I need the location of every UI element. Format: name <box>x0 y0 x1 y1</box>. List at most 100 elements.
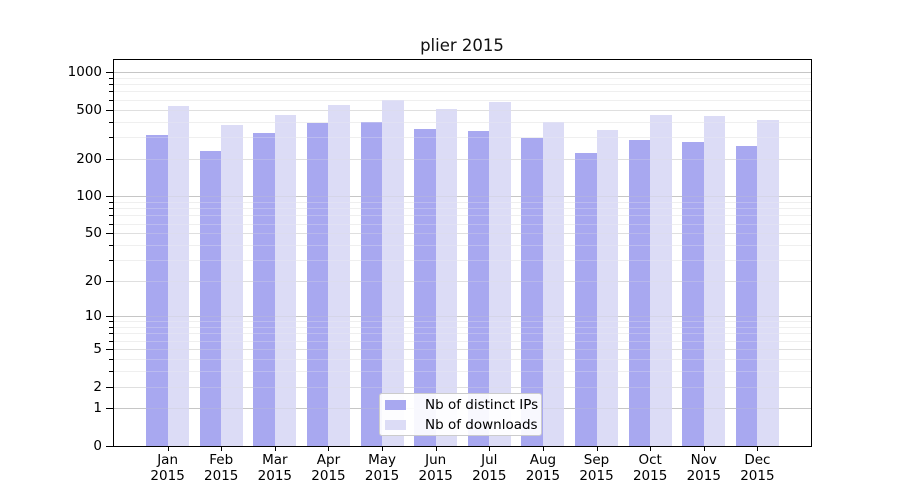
bar-distinct-ips-mar <box>253 132 275 446</box>
y-minor-tick <box>109 137 113 139</box>
y-minor-tick <box>109 84 113 86</box>
x-tick <box>382 447 384 451</box>
x-label-year: 2015 <box>204 467 239 484</box>
y-tick-label: 20 <box>84 273 102 290</box>
x-label-month: Apr <box>316 452 341 468</box>
plot-area <box>113 59 812 447</box>
x-label-month: Feb <box>209 452 234 468</box>
legend-swatch-downloads <box>385 419 406 430</box>
bar-downloads-mar <box>274 115 297 446</box>
gridline-minor <box>114 121 811 123</box>
y-minor-tick <box>109 333 113 335</box>
bar-distinct-ips-apr <box>307 123 329 446</box>
y-tick <box>106 386 113 388</box>
gridline-minor <box>114 260 811 262</box>
x-label-year: 2015 <box>418 467 453 484</box>
bar-distinct-ips-jun <box>414 129 436 446</box>
bar-distinct-ips-aug <box>521 138 543 446</box>
gridline-minor <box>114 215 811 217</box>
x-tick-label-nov: Nov 2015 <box>672 452 736 484</box>
gridline-minor <box>114 91 811 93</box>
gridline-major <box>114 316 811 318</box>
y-minor-tick <box>109 215 113 217</box>
y-minor-tick <box>109 327 113 329</box>
y-tick-label: 1000 <box>67 64 102 81</box>
gridline-minor <box>114 321 811 323</box>
x-label-month: Jul <box>481 452 498 468</box>
x-tick <box>435 447 437 451</box>
y-tick-label: 10 <box>84 308 102 325</box>
gridline-major <box>114 72 811 74</box>
gridline-minor <box>114 340 811 342</box>
legend-label-distinct-ips: Nb of distinct IPs <box>425 396 539 413</box>
x-tick-label-jan: Jan 2015 <box>136 452 200 484</box>
y-tick-label: 500 <box>76 101 102 118</box>
legend: Nb of distinct IPs Nb of downloads <box>379 393 542 436</box>
gridline <box>114 349 811 351</box>
y-tick-label: 5 <box>93 341 102 358</box>
gridline-minor <box>114 333 811 335</box>
x-label-month: Nov <box>690 452 717 468</box>
bar-downloads-sep <box>596 130 618 446</box>
x-tick-label-apr: Apr 2015 <box>296 452 360 484</box>
x-tick <box>542 447 544 451</box>
legend-swatch-distinct-ips <box>385 399 406 410</box>
x-label-year: 2015 <box>525 467 561 484</box>
y-tick-label: 2 <box>93 378 102 395</box>
x-label-year: 2015 <box>311 467 346 484</box>
bar-downloads-jun <box>435 108 458 446</box>
gridline <box>114 158 811 160</box>
gridline-minor <box>114 358 811 360</box>
x-label-year: 2015 <box>740 467 775 484</box>
chart-title: plier 2015 <box>420 36 504 55</box>
y-tick <box>106 109 113 111</box>
bar-downloads-dec <box>757 119 779 446</box>
x-tick-label-oct: Oct 2015 <box>618 452 682 484</box>
x-label-month: Sep <box>583 452 610 468</box>
gridline-minor <box>114 201 811 203</box>
x-label-month: Jun <box>425 452 447 468</box>
y-tick-label: 0 <box>93 438 102 454</box>
x-tick-label-dec: Dec 2015 <box>725 452 789 484</box>
y-minor-tick <box>109 223 113 225</box>
y-tick <box>106 316 113 318</box>
bar-downloads-oct <box>650 114 672 446</box>
x-tick <box>328 447 330 451</box>
bar-distinct-ips-nov <box>682 142 704 446</box>
bar-downloads-may <box>382 99 404 446</box>
gridlines-layer <box>114 60 811 446</box>
x-tick-label-mar: Mar 2015 <box>243 452 307 484</box>
x-label-month: Dec <box>744 452 771 468</box>
legend-item-downloads: Nb of downloads <box>385 415 541 435</box>
y-minor-tick <box>109 201 113 203</box>
x-label-month: Mar <box>262 452 288 468</box>
x-tick <box>221 447 223 451</box>
gridline-minor <box>114 223 811 225</box>
gridline-minor <box>114 245 811 246</box>
y-minor-tick <box>109 358 113 360</box>
x-tick-label-may: May 2015 <box>350 452 414 484</box>
y-tick <box>106 233 113 235</box>
gridline <box>114 233 811 235</box>
y-tick <box>106 446 113 447</box>
x-tick-label-aug: Aug 2015 <box>511 452 575 484</box>
x-tick-label-jul: Jul 2015 <box>457 452 521 484</box>
bar-downloads-jul <box>489 101 511 446</box>
x-tick-label-sep: Sep 2015 <box>565 452 629 484</box>
y-tick-label: 200 <box>76 150 102 167</box>
x-label-month: May <box>368 452 397 468</box>
x-label-month: Aug <box>529 452 557 468</box>
bar-downloads-jan <box>167 105 190 446</box>
bars-layer <box>114 60 811 446</box>
gridline <box>114 109 811 111</box>
y-tick <box>106 196 113 198</box>
y-tick <box>106 349 113 351</box>
x-tick <box>274 447 276 451</box>
bar-distinct-ips-sep <box>575 153 597 446</box>
x-tick-label-feb: Feb 2015 <box>189 452 253 484</box>
x-label-month: Jan <box>157 452 179 468</box>
gridline <box>114 386 811 388</box>
gridline-minor <box>114 84 811 86</box>
x-tick <box>167 447 169 451</box>
y-minor-tick <box>109 91 113 93</box>
